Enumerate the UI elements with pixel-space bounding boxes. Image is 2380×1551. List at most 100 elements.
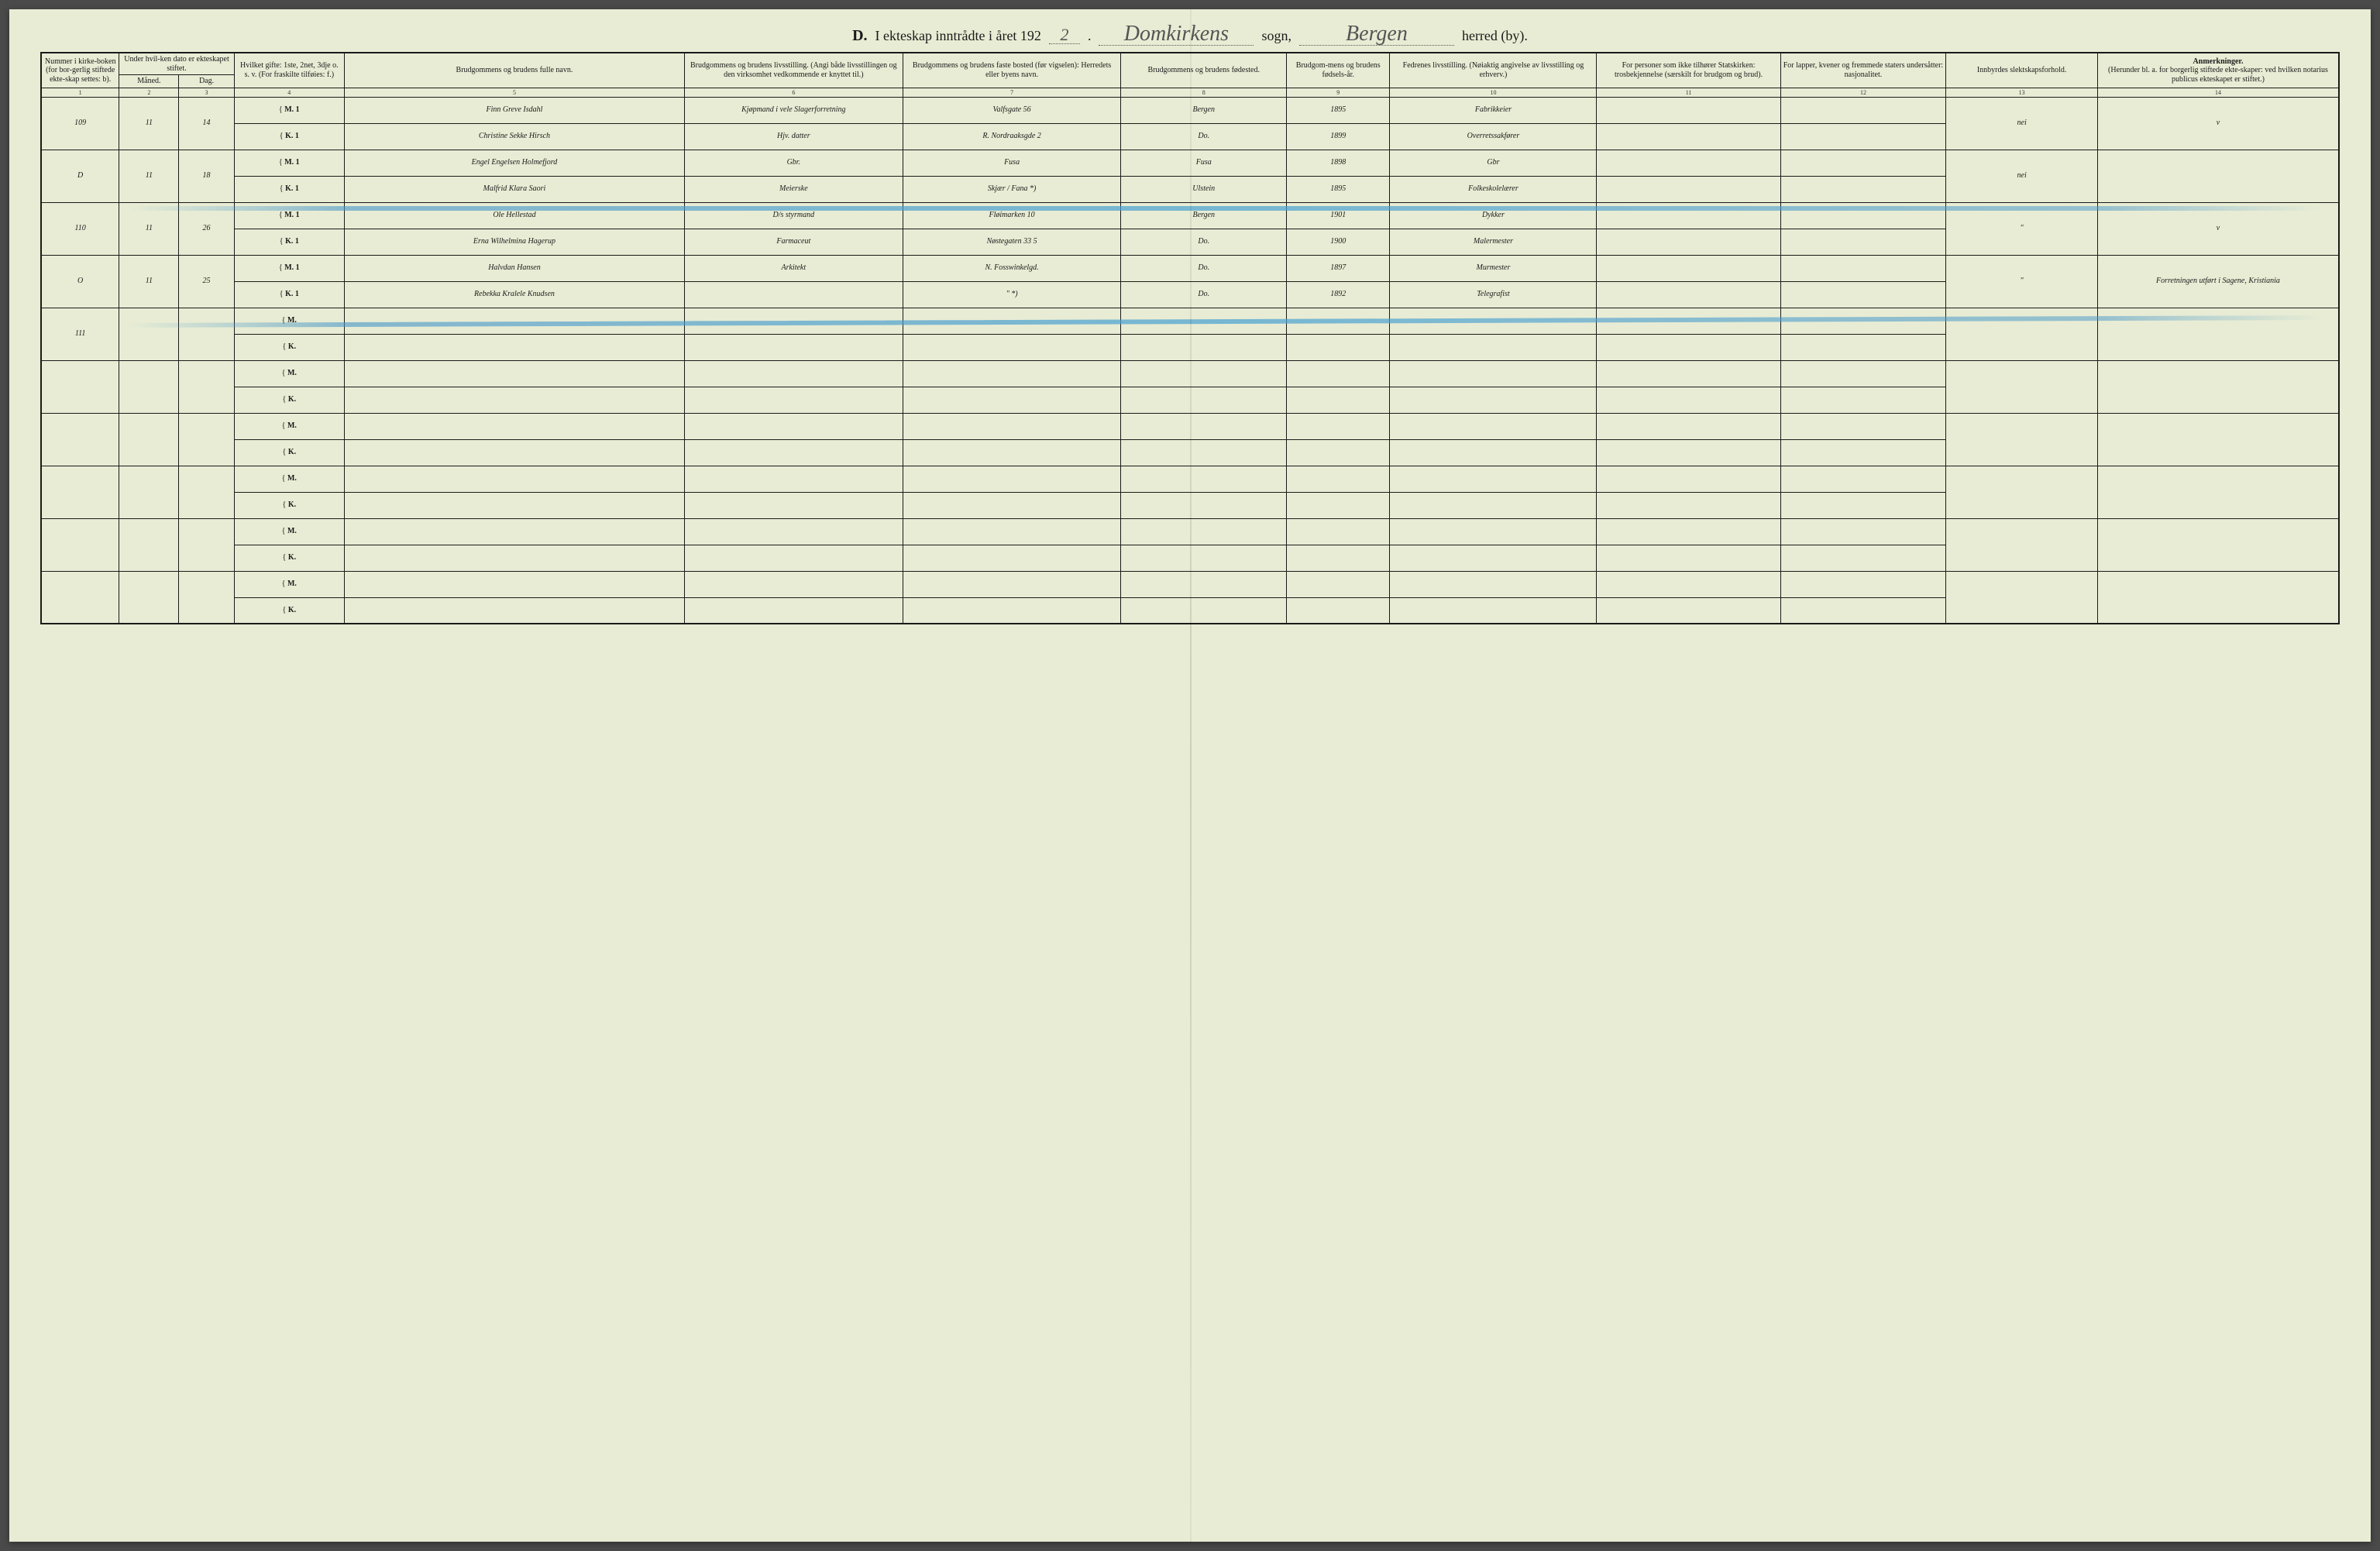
day	[179, 571, 234, 624]
empty-cell	[344, 387, 684, 413]
birthplace-m: Bergen	[1121, 202, 1287, 229]
birthplace-k: Do.	[1121, 281, 1287, 308]
occ-m: Kjøpmand i vele Slagerforretning	[684, 97, 903, 123]
empty-cell	[1390, 360, 1597, 387]
empty-cell	[903, 492, 1121, 518]
table-row: 1101126M. 1Ole HellestadD/s styrmandFløi…	[41, 202, 2339, 229]
entry-number	[41, 571, 119, 624]
colnum: 14	[2097, 88, 2339, 97]
th-c14-title: Anmerkninger.	[2193, 57, 2244, 66]
birthplace-k: Do.	[1121, 123, 1287, 150]
empty-cell	[1597, 492, 1780, 518]
day	[179, 413, 234, 466]
kinship: "	[1946, 202, 2098, 255]
table-row: M.	[41, 466, 2339, 492]
empty-cell	[903, 360, 1121, 387]
kinship	[1946, 413, 2098, 466]
table-row: 1091114M. 1Finn Greve IsdahlKjøpmand i v…	[41, 97, 2339, 123]
day: 14	[179, 97, 234, 150]
month	[119, 518, 179, 571]
empty-cell	[903, 518, 1121, 545]
birthyear-m: 1901	[1287, 202, 1390, 229]
empty-cell	[344, 439, 684, 466]
birthplace-m: Fusa	[1121, 150, 1287, 176]
table-row: M.	[41, 360, 2339, 387]
empty-cell	[903, 466, 1121, 492]
birthyear-m: 1897	[1287, 255, 1390, 281]
th-c1: Nummer i kirke-boken (for bor-gerlig sti…	[41, 53, 119, 88]
empty-cell	[1390, 545, 1597, 571]
table-row: M.	[41, 571, 2339, 597]
gift-m: M. 1	[234, 202, 344, 229]
empty-cell	[1780, 413, 1946, 439]
empty-cell	[684, 492, 903, 518]
empty-cell	[903, 387, 1121, 413]
occ-k	[684, 281, 903, 308]
name-k: Rebekka Kralele Knudsen	[344, 281, 684, 308]
entry-number: 109	[41, 97, 119, 150]
c11-k	[1597, 176, 1780, 202]
c11-m	[1597, 202, 1780, 229]
birthyear-k: 1900	[1287, 229, 1390, 255]
empty-cell	[344, 360, 684, 387]
th-c11: For personer som ikke tilhører Statskirk…	[1597, 53, 1780, 88]
empty-cell	[1780, 571, 1946, 597]
entry-number	[41, 413, 119, 466]
empty-cell	[903, 597, 1121, 624]
th-c13: Innbyrdes slektskapsforhold.	[1946, 53, 2098, 88]
empty-cell	[1780, 308, 1946, 334]
empty-cell	[344, 518, 684, 545]
day: 18	[179, 150, 234, 202]
empty-cell	[1121, 387, 1287, 413]
th-c7: Brudgommens og brudens faste bosted (før…	[903, 53, 1121, 88]
empty-cell	[1121, 466, 1287, 492]
empty-cell	[1287, 545, 1390, 571]
empty-cell	[1780, 387, 1946, 413]
kinship	[1946, 518, 2098, 571]
column-numbers-row: 1 2 3 4 5 6 7 8 9 10 11 12 13 14	[41, 88, 2339, 97]
remarks: v	[2097, 97, 2339, 150]
empty-cell	[1597, 308, 1780, 334]
gift-k: K.	[234, 597, 344, 624]
kinship: nei	[1946, 97, 2098, 150]
empty-cell	[1287, 308, 1390, 334]
th-c14-body: (Herunder bl. a. for borgerlig stiftede …	[2108, 66, 2328, 84]
empty-cell	[684, 360, 903, 387]
c12-m	[1780, 255, 1946, 281]
table-body: 1091114M. 1Finn Greve IsdahlKjøpmand i v…	[41, 97, 2339, 624]
gift-k: K. 1	[234, 123, 344, 150]
month	[119, 360, 179, 413]
empty-cell	[1121, 571, 1287, 597]
empty-cell	[684, 439, 903, 466]
remarks	[2097, 571, 2339, 624]
empty-cell	[1780, 597, 1946, 624]
remarks	[2097, 308, 2339, 360]
remarks	[2097, 413, 2339, 466]
table-row: M.	[41, 518, 2339, 545]
gift-k: K. 1	[234, 176, 344, 202]
res-k: Skjær / Fana *)	[903, 176, 1121, 202]
colnum: 13	[1946, 88, 2098, 97]
remarks: v	[2097, 202, 2339, 255]
day	[179, 308, 234, 360]
birthyear-k: 1892	[1287, 281, 1390, 308]
herred-label: herred (by).	[1462, 28, 1528, 44]
gift-m: M.	[234, 308, 344, 334]
occ-k: Hjv. datter	[684, 123, 903, 150]
birthplace-k: Ulstein	[1121, 176, 1287, 202]
empty-cell	[1597, 545, 1780, 571]
th-c2: Måned.	[119, 75, 179, 88]
res-k: " *)	[903, 281, 1121, 308]
c11-k	[1597, 123, 1780, 150]
c12-k	[1780, 176, 1946, 202]
th-c5: Brudgommens og brudens fulle navn.	[344, 53, 684, 88]
father-m: Murmester	[1390, 255, 1597, 281]
colnum: 5	[344, 88, 684, 97]
birthyear-k: 1899	[1287, 123, 1390, 150]
kinship	[1946, 360, 2098, 413]
empty-cell	[1287, 360, 1390, 387]
remarks: Forretningen utført i Sagene, Kristiania	[2097, 255, 2339, 308]
empty-cell	[684, 308, 903, 334]
entry-number	[41, 360, 119, 413]
empty-cell	[1597, 518, 1780, 545]
